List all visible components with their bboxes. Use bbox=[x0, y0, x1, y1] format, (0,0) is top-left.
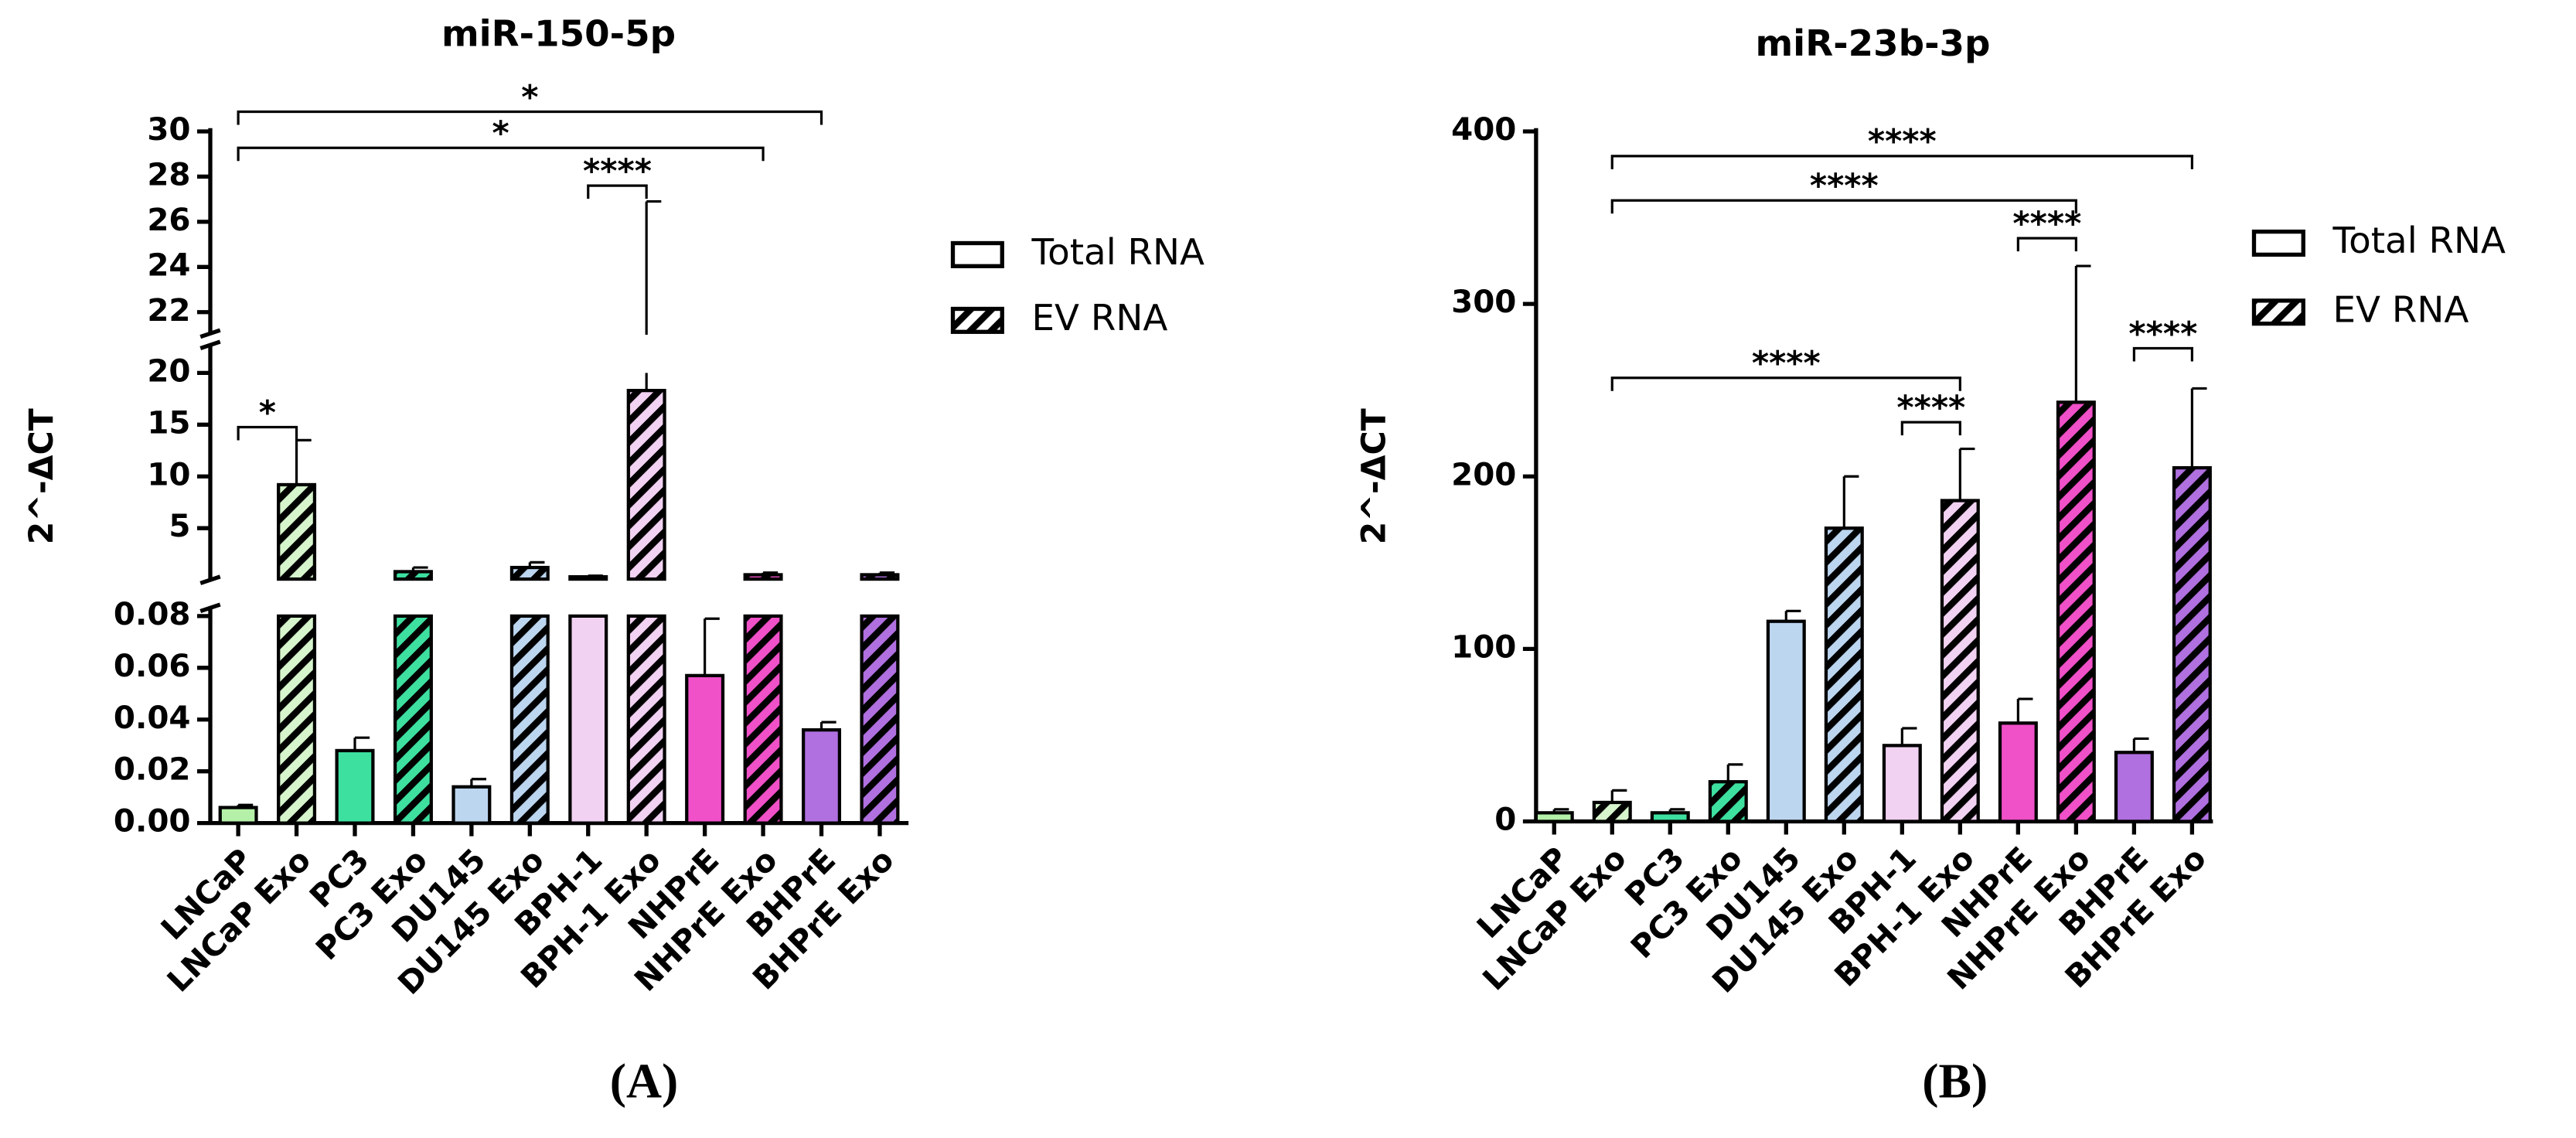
bar bbox=[2172, 465, 2212, 823]
bar bbox=[1824, 526, 1864, 823]
bar bbox=[802, 728, 841, 825]
legend-label: Total RNA bbox=[1031, 232, 1205, 274]
significance-bracket bbox=[1610, 155, 2193, 169]
significance-bracket bbox=[1900, 421, 1961, 436]
y-tick-label: 0.06 bbox=[114, 648, 191, 684]
y-axis-label: 2^-ΔCT bbox=[1355, 408, 1393, 544]
axis-break bbox=[199, 602, 221, 614]
bar bbox=[1534, 811, 1574, 823]
y-tick-label: 5 bbox=[169, 508, 190, 544]
significance-bracket bbox=[2016, 237, 2077, 252]
y-tick-label: 26 bbox=[147, 202, 190, 238]
significance-label: * bbox=[521, 79, 538, 117]
chart-title: miR-150-5p bbox=[441, 13, 676, 55]
y-tick-label: 28 bbox=[147, 156, 190, 193]
y-tick-label: 0.04 bbox=[114, 700, 191, 736]
significance-label: **** bbox=[2128, 315, 2197, 353]
legend-swatch bbox=[2251, 298, 2305, 326]
y-tick-label: 0.08 bbox=[114, 596, 191, 632]
legend-label: EV RNA bbox=[2333, 289, 2469, 331]
bar bbox=[743, 614, 783, 825]
bar bbox=[277, 614, 317, 825]
bar bbox=[218, 806, 258, 825]
y-tick-label: 200 bbox=[1451, 456, 1516, 492]
bar bbox=[451, 785, 492, 825]
bar bbox=[1998, 721, 2038, 823]
y-tick-label: 22 bbox=[147, 292, 190, 329]
significance-label: **** bbox=[1752, 346, 1821, 383]
bar bbox=[393, 614, 433, 825]
bar bbox=[860, 614, 900, 825]
bar bbox=[509, 614, 550, 825]
significance-bracket bbox=[237, 146, 765, 162]
legend-swatch bbox=[2251, 229, 2305, 257]
significance-bracket bbox=[2132, 346, 2193, 362]
bar bbox=[743, 573, 783, 581]
y-tick-label: 0 bbox=[1494, 802, 1516, 838]
bar bbox=[277, 482, 317, 581]
legend-swatch bbox=[950, 240, 1004, 268]
bar bbox=[509, 565, 550, 581]
bar bbox=[1940, 499, 1980, 823]
bar bbox=[2114, 751, 2154, 823]
bar bbox=[1708, 780, 1748, 823]
significance-bracket bbox=[1610, 199, 2077, 214]
bar bbox=[568, 574, 608, 581]
panel-label: (A) bbox=[610, 1054, 679, 1109]
significance-label: **** bbox=[1810, 168, 1879, 206]
bar bbox=[1592, 800, 1632, 823]
y-tick-label: 400 bbox=[1451, 111, 1516, 148]
significance-label: **** bbox=[2012, 206, 2081, 244]
significance-bracket bbox=[237, 425, 298, 441]
legend-label: Total RNA bbox=[2332, 220, 2506, 262]
significance-label: * bbox=[492, 115, 509, 153]
chart-title: miR-23b-3p bbox=[1755, 23, 1990, 65]
panel-label: (B) bbox=[1922, 1054, 1988, 1109]
y-tick-label: 30 bbox=[147, 111, 190, 148]
bar bbox=[1650, 811, 1690, 823]
y-axis-label: 2^-ΔCT bbox=[23, 408, 61, 544]
significance-label: **** bbox=[583, 153, 652, 191]
legend-label: EV RNA bbox=[1032, 298, 1168, 339]
bar bbox=[393, 570, 433, 581]
y-tick-label: 10 bbox=[147, 456, 190, 492]
significance-bracket bbox=[237, 110, 823, 125]
bar bbox=[1766, 619, 1806, 823]
bar bbox=[568, 614, 608, 825]
y-tick-label: 0.02 bbox=[114, 751, 191, 788]
y-tick-label: 100 bbox=[1451, 629, 1516, 665]
y-tick-label: 15 bbox=[147, 404, 190, 441]
significance-label: **** bbox=[1896, 390, 1965, 428]
y-tick-label: 0.00 bbox=[114, 803, 191, 840]
axis-break bbox=[199, 339, 221, 351]
significance-bracket bbox=[1610, 376, 1961, 391]
axis-break bbox=[199, 574, 221, 585]
legend-swatch bbox=[950, 306, 1004, 334]
bar bbox=[1882, 744, 1922, 823]
bar bbox=[335, 748, 375, 825]
bar bbox=[860, 573, 900, 581]
y-tick-label: 300 bbox=[1451, 284, 1516, 320]
significance-label: **** bbox=[1868, 124, 1937, 162]
bar bbox=[626, 389, 666, 581]
bar bbox=[685, 673, 725, 825]
axis-break bbox=[199, 328, 221, 339]
bar bbox=[2056, 400, 2096, 823]
bar bbox=[626, 614, 666, 825]
y-tick-label: 24 bbox=[147, 247, 190, 283]
significance-label: * bbox=[259, 394, 276, 432]
y-tick-label: 20 bbox=[147, 353, 190, 389]
significance-bracket bbox=[587, 184, 648, 199]
